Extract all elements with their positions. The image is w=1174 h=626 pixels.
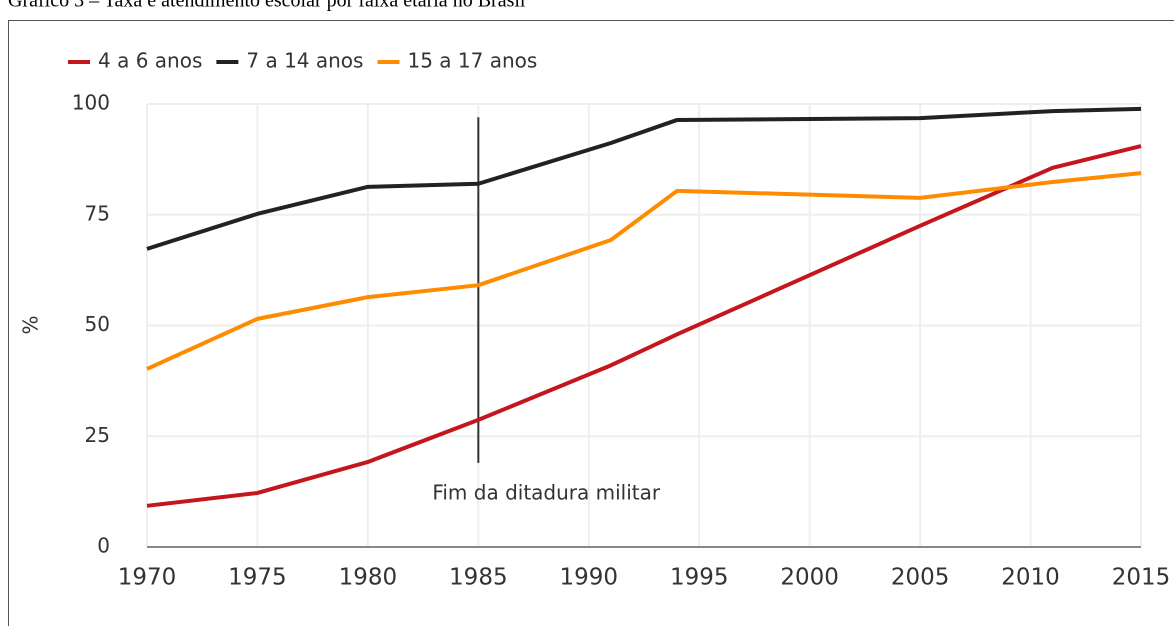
series-line (146, 171, 1142, 371)
y-tick-label: 100 (72, 91, 110, 115)
x-tick-label: 1995 (670, 565, 729, 591)
chart-title: Gráfico 3 – Taxa e atendimento escolar p… (8, 0, 526, 12)
y-axis-label: % (19, 315, 43, 334)
x-tick-label: 2015 (1112, 565, 1171, 591)
x-tick-label: 2000 (780, 565, 839, 591)
y-tick-label: 50 (85, 312, 110, 336)
x-tick-label: 1985 (449, 565, 508, 591)
annotation-text: Fim da ditadura militar (432, 481, 661, 505)
legend-label: 7 a 14 anos (246, 49, 363, 73)
x-tick-label: 1980 (339, 565, 398, 591)
x-tick-label: 2005 (891, 565, 950, 591)
legend-label: 15 a 17 anos (407, 49, 537, 73)
frame (8, 20, 1174, 626)
x-tick-label: 1970 (118, 565, 177, 591)
y-tick-label: 25 (85, 423, 110, 447)
y-tick-label: 0 (97, 534, 110, 558)
y-tick-label: 75 (85, 201, 110, 225)
series-line (146, 106, 1142, 251)
x-tick-label: 2010 (1001, 565, 1060, 591)
x-tick-label: 1990 (560, 565, 619, 591)
x-tick-label: 1975 (228, 565, 287, 591)
legend-label: 4 a 6 anos (98, 49, 202, 73)
